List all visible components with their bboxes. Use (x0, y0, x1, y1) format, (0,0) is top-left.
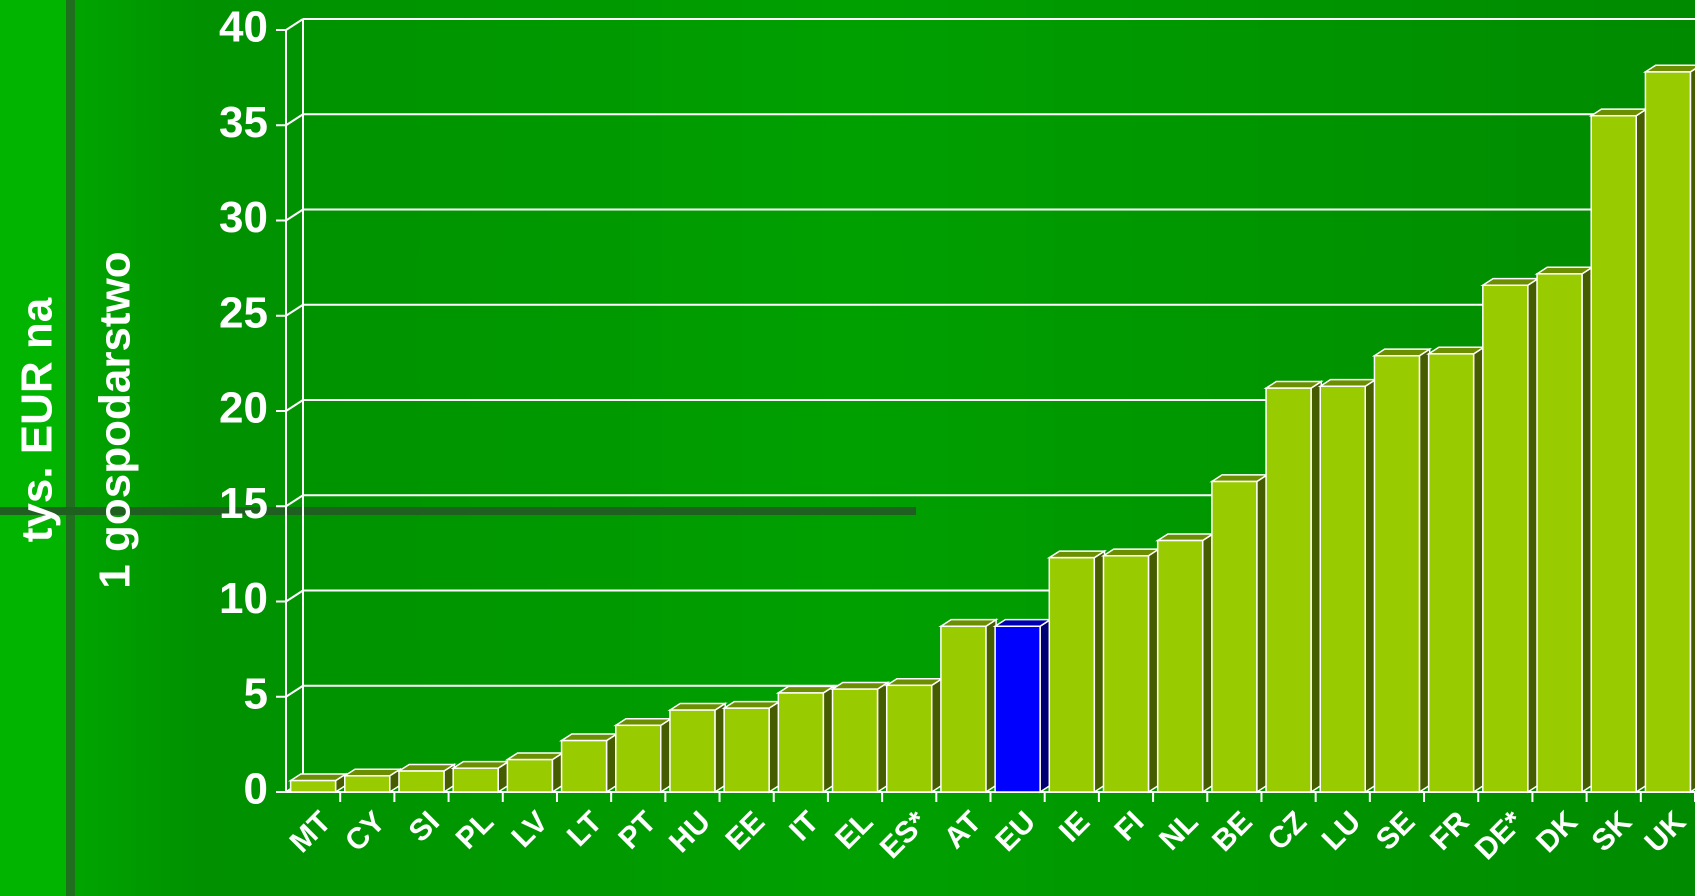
bar (1211, 480, 1258, 793)
bar (994, 625, 1041, 793)
tick-depth (285, 399, 304, 412)
bar (615, 724, 662, 793)
bar (885, 684, 933, 793)
y-tick-label: 40 (219, 3, 268, 52)
bar (1265, 387, 1312, 793)
bar (940, 625, 987, 793)
y-axis-label: 1 gospodarstwo (91, 251, 140, 588)
tick-depth (285, 494, 304, 508)
bar (560, 739, 608, 793)
bar-top (450, 760, 511, 769)
bar-top (721, 700, 782, 709)
bar-top (1317, 378, 1378, 387)
bar-top (1371, 348, 1433, 357)
bar (1156, 539, 1204, 793)
bar-top (1426, 346, 1487, 355)
bar-top (504, 752, 566, 761)
bar (723, 707, 770, 793)
bar-top (775, 685, 837, 694)
tick-depth (285, 684, 304, 698)
bar (1048, 556, 1096, 793)
bar-top (1100, 548, 1162, 557)
bar (1319, 385, 1366, 793)
y-axis-label: tys. EUR na (13, 297, 62, 542)
bar-top (1155, 533, 1216, 542)
bar-top (1480, 277, 1541, 287)
bar (1427, 353, 1475, 793)
side-panel (0, 0, 75, 896)
bar-top (342, 768, 403, 777)
bar-top (1263, 380, 1324, 389)
bar-top (1209, 474, 1270, 483)
y-tick-label: 20 (219, 384, 268, 433)
decor-vline (66, 0, 75, 896)
bar-top (938, 618, 999, 628)
y-tick-label: 15 (219, 479, 268, 528)
bar-top (559, 733, 620, 742)
bar (398, 770, 445, 793)
y-tick-label: 10 (219, 574, 268, 623)
bar-top (396, 763, 457, 772)
bar (452, 767, 499, 793)
bar (344, 775, 391, 793)
bar-top (1588, 108, 1649, 117)
bar (1536, 273, 1583, 793)
bar-top (829, 681, 891, 690)
tick-depth (285, 589, 304, 603)
tick-depth (285, 113, 304, 127)
bar-top (613, 717, 674, 727)
bar-top (288, 773, 349, 782)
y-tick-label: 0 (244, 765, 268, 814)
tick-depth (285, 208, 304, 222)
y-tick-label: 30 (219, 193, 268, 242)
bar-top (1642, 64, 1695, 73)
bar-top (884, 677, 945, 687)
bar (506, 758, 554, 793)
bar (669, 709, 716, 793)
bar (1373, 355, 1421, 793)
y-tick-label: 5 (244, 669, 268, 718)
bar-top (1534, 266, 1595, 275)
y-tick-label: 35 (219, 98, 268, 147)
tick-depth (285, 18, 304, 31)
bar-top (992, 618, 1053, 628)
bar (1590, 114, 1637, 793)
bar (831, 688, 879, 793)
bar (777, 692, 825, 793)
bar (1482, 284, 1529, 793)
bar (1644, 71, 1692, 793)
bar-top (1046, 550, 1108, 559)
bar (1102, 555, 1150, 793)
bar (289, 779, 337, 793)
decor-hline (0, 507, 916, 515)
y-tick-label: 25 (219, 288, 268, 337)
bar-top (667, 702, 728, 711)
tick-depth (285, 303, 304, 317)
